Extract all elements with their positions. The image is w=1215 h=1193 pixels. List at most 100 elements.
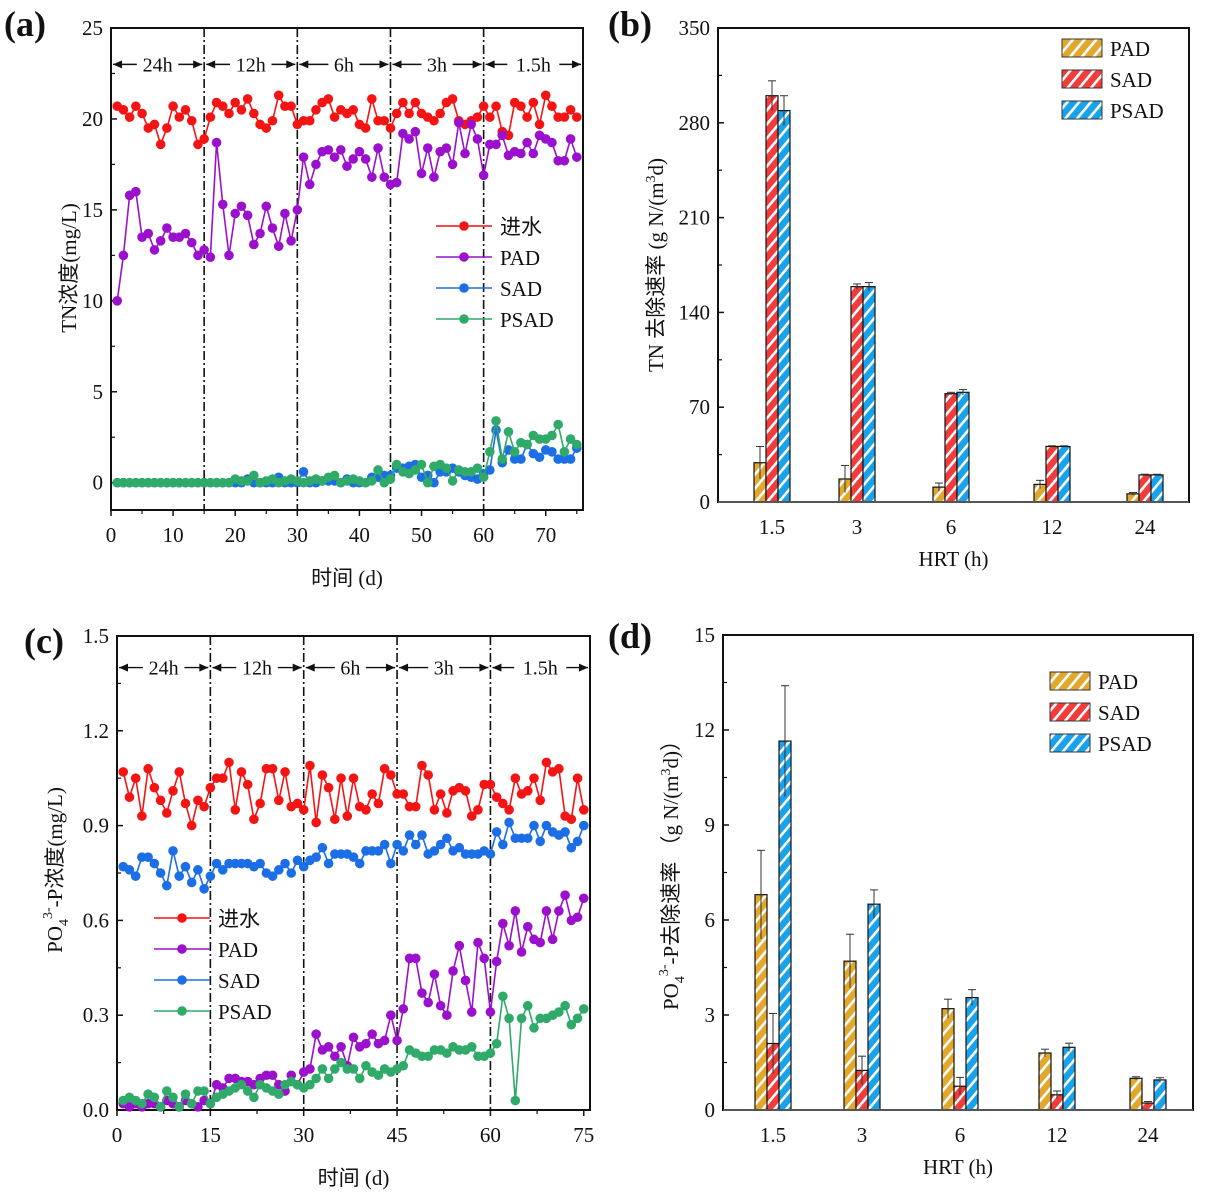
data-point — [498, 839, 508, 850]
data-point — [566, 842, 577, 853]
data-point — [329, 152, 340, 162]
data-point — [553, 419, 563, 430]
phase-label: 6h — [340, 658, 360, 680]
data-point — [578, 1004, 589, 1014]
data-point — [236, 767, 247, 777]
series-PSAD — [118, 991, 589, 1112]
data-point — [541, 820, 552, 831]
x-tick-label: 60 — [473, 523, 494, 547]
data-point — [218, 773, 228, 783]
data-point — [255, 798, 265, 809]
data-point — [504, 805, 514, 815]
data-point — [485, 446, 495, 457]
data-point — [323, 1073, 334, 1084]
phase-label: 1.5h — [523, 658, 558, 680]
phase-arrow-right-icon — [386, 663, 396, 672]
legend-label: PAD — [1098, 670, 1138, 694]
data-point — [149, 245, 160, 255]
data-point — [398, 846, 409, 856]
phase-label: 3h — [434, 658, 454, 680]
data-point — [466, 1042, 477, 1052]
data-point — [162, 123, 172, 133]
data-point — [230, 805, 241, 815]
data-point — [149, 119, 160, 130]
data-point — [149, 1092, 160, 1103]
data-point — [317, 842, 328, 853]
data-point — [398, 97, 408, 108]
data-point — [236, 201, 247, 212]
data-point — [503, 426, 514, 437]
series-进水 — [118, 757, 589, 831]
data-point — [224, 250, 234, 261]
legend-label: SAD — [1098, 701, 1140, 725]
data-point — [354, 146, 365, 157]
data-point — [124, 792, 135, 802]
data-point — [441, 143, 452, 153]
x-tick-label: 30 — [293, 1123, 314, 1147]
data-point — [404, 134, 414, 144]
data-point — [498, 918, 508, 929]
data-point — [305, 1064, 315, 1074]
data-point — [410, 801, 421, 812]
legend-label: 进水 — [500, 215, 542, 239]
data-point — [559, 155, 570, 166]
data-point — [143, 228, 154, 239]
y-axis-label: PO43--P浓度(mg/L) — [41, 787, 72, 953]
data-point — [473, 805, 483, 815]
phase-arrow-right-icon — [472, 60, 482, 69]
data-point — [522, 786, 533, 796]
data-point — [311, 159, 321, 170]
y-tick-label: 10 — [82, 289, 103, 313]
legend-label: PSAD — [1098, 732, 1152, 756]
panel-c-po4-concentration: (c) 0 15 30 45 60 75 0.0 0.3 0.6 0.9 1.2 1.5 24h 12h 6h… — [24, 621, 594, 1190]
phase-arrow-right-icon — [579, 663, 588, 672]
data-point — [249, 1092, 259, 1103]
y-tick-label: 0.0 — [83, 1098, 109, 1122]
series-line — [122, 759, 585, 829]
data-point — [137, 811, 147, 821]
data-point — [131, 186, 141, 197]
bar-PSAD-3 — [867, 903, 881, 1111]
data-point — [242, 1086, 253, 1096]
data-point — [311, 105, 321, 115]
data-point — [137, 1098, 147, 1109]
data-point — [429, 805, 440, 815]
data-point — [373, 465, 383, 475]
data-point — [528, 148, 539, 159]
x-tick-label: 15 — [200, 1123, 221, 1147]
phase-arrow-right-icon — [292, 663, 302, 672]
data-point — [193, 795, 203, 806]
data-point — [522, 1000, 533, 1011]
x-tick-label: 10 — [163, 523, 184, 547]
data-point — [485, 849, 496, 859]
data-point — [565, 105, 576, 115]
data-point — [485, 112, 495, 122]
panel-label: (c) — [24, 621, 64, 661]
y-tick-label: 0 — [93, 471, 104, 495]
data-point — [205, 782, 216, 793]
phase-arrow-left-icon — [119, 663, 128, 672]
data-point — [286, 236, 296, 246]
data-point — [367, 476, 377, 486]
data-point — [422, 477, 433, 488]
y-tick-label: 15 — [82, 198, 103, 222]
data-point — [417, 988, 427, 998]
data-point — [498, 798, 508, 809]
series-进水 — [112, 90, 582, 150]
data-point — [398, 1060, 409, 1071]
data-point — [193, 250, 203, 261]
data-point — [441, 463, 452, 473]
x-axis-label: 时间 (d) — [318, 1166, 390, 1190]
data-point — [286, 868, 297, 878]
data-point — [572, 912, 583, 923]
data-point — [447, 94, 458, 104]
data-point — [298, 152, 309, 162]
x-tick-label: 75 — [573, 1123, 594, 1147]
data-point — [267, 223, 278, 233]
data-point — [280, 767, 290, 777]
data-point — [348, 852, 359, 862]
y-tick-label: 350 — [679, 16, 711, 40]
data-point — [373, 846, 384, 856]
data-point — [578, 893, 589, 904]
data-point — [572, 773, 583, 783]
